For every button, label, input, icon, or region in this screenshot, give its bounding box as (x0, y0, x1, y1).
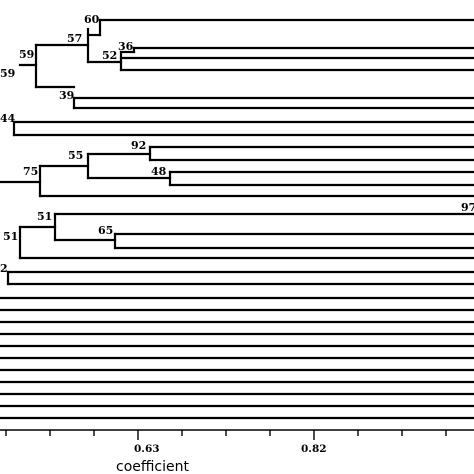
node-label-44: 44 (0, 112, 16, 125)
x-axis-ticks (5, 430, 447, 440)
node-label-55: 55 (68, 149, 83, 162)
dendrogram-branches (0, 18, 474, 420)
node-label-59-left: 59 (0, 67, 15, 80)
node-label-51-lower: 51 (3, 230, 18, 243)
node-label-36: 36 (118, 40, 134, 53)
node-label-92: 92 (131, 139, 146, 152)
node-label-59-upper: 59 (19, 48, 34, 61)
node-label-52: 52 (102, 49, 117, 62)
tick-label-0-63: 0.63 (134, 443, 160, 455)
node-label-51-upper: 51 (37, 210, 52, 223)
node-label-2: 2 (0, 262, 8, 275)
node-label-57: 57 (67, 32, 82, 45)
axis-title: coefficient (116, 459, 189, 474)
node-label-39: 39 (59, 89, 74, 102)
tick-label-0-82: 0.82 (301, 443, 327, 455)
node-label-48: 48 (151, 165, 167, 178)
node-label-65: 65 (98, 224, 113, 237)
node-label-60: 60 (84, 13, 100, 26)
node-label-75: 75 (23, 165, 38, 178)
node-label-97: 97 (461, 201, 474, 214)
